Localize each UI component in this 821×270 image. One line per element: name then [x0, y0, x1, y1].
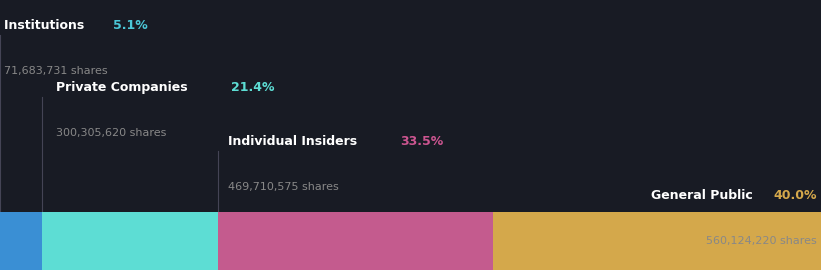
- Text: Institutions: Institutions: [4, 19, 89, 32]
- Text: 5.1%: 5.1%: [113, 19, 148, 32]
- Text: 21.4%: 21.4%: [232, 81, 275, 94]
- Bar: [0, 212, 42, 270]
- Text: 40.0%: 40.0%: [773, 189, 817, 202]
- Bar: [42, 212, 218, 270]
- Text: 469,710,575 shares: 469,710,575 shares: [228, 182, 339, 192]
- Text: 300,305,620 shares: 300,305,620 shares: [56, 128, 166, 138]
- Text: 71,683,731 shares: 71,683,731 shares: [4, 66, 108, 76]
- Text: Private Companies: Private Companies: [56, 81, 192, 94]
- Bar: [218, 212, 493, 270]
- Bar: [493, 212, 821, 270]
- Text: 560,124,220 shares: 560,124,220 shares: [706, 236, 817, 246]
- Text: Individual Insiders: Individual Insiders: [228, 135, 362, 148]
- Text: 33.5%: 33.5%: [401, 135, 443, 148]
- Text: General Public: General Public: [651, 189, 758, 202]
